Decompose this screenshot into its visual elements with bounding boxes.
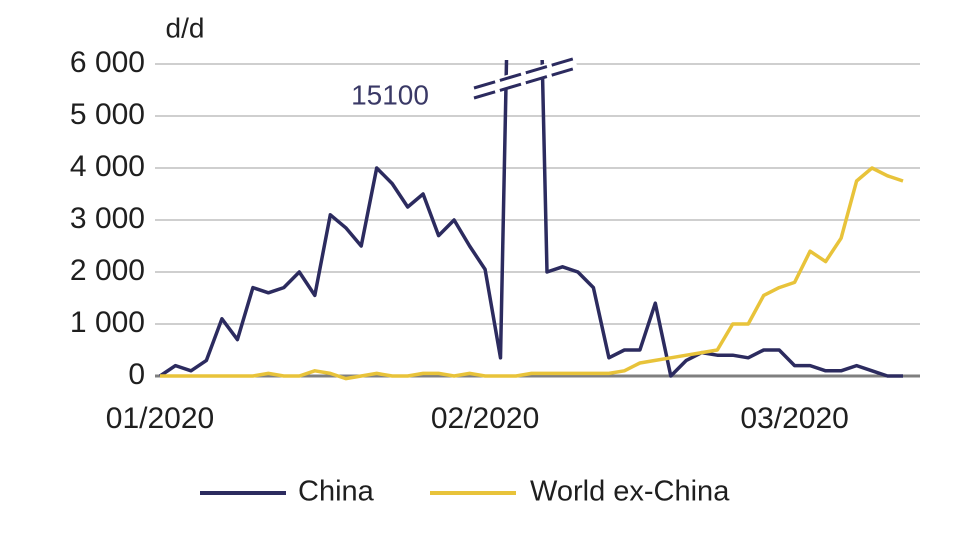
legend-label: China [298, 476, 375, 508]
y-tick-label: 4 000 [70, 150, 145, 183]
y-tick-label: 5 000 [70, 98, 145, 131]
legend-label: World ex-China [530, 476, 730, 508]
x-tick-label: 02/2020 [431, 402, 539, 435]
y-tick-label: 0 [128, 358, 145, 391]
y-tick-label: 1 000 [70, 306, 145, 339]
axis-break [472, 55, 578, 100]
y-tick-label: 6 000 [70, 46, 145, 79]
y-tick-label: 3 000 [70, 202, 145, 235]
y-axis-label: d/d [166, 12, 205, 43]
series-line [159, 60, 903, 378]
x-tick-label: 01/2020 [106, 402, 214, 435]
x-tick-label: 03/2020 [740, 402, 848, 435]
annotation: 15100 [351, 79, 429, 110]
y-tick-label: 2 000 [70, 254, 145, 287]
series-line [160, 166, 904, 381]
